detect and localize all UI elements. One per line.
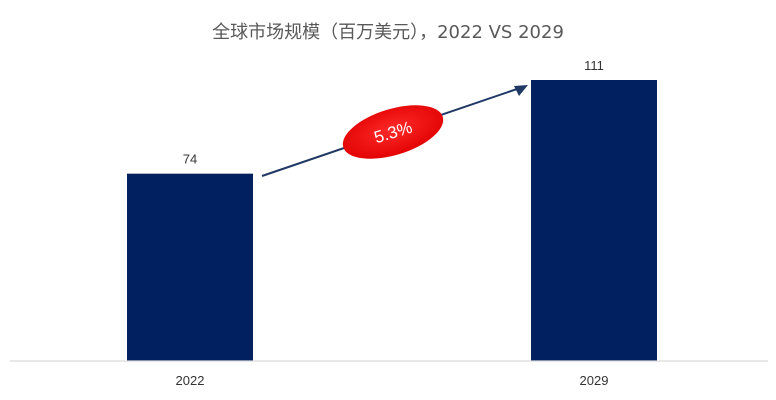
growth-badge: [342, 105, 444, 159]
bar-2029: [531, 80, 657, 361]
chart-title: 全球市场规模（百万美元），2022 VS 2029: [212, 22, 564, 43]
bar-2022: [127, 173, 253, 361]
x-tick-label-2022: 2022: [176, 373, 205, 388]
growth-annotation: 5.3%: [261, 85, 528, 177]
growth-arrow-head: [514, 85, 528, 96]
data-label-2029: 111: [584, 58, 604, 73]
data-label-2022: 74: [183, 152, 197, 167]
x-tick-label-2029: 2029: [580, 373, 609, 388]
bars-group: 74 2022 111 2029: [127, 58, 657, 388]
